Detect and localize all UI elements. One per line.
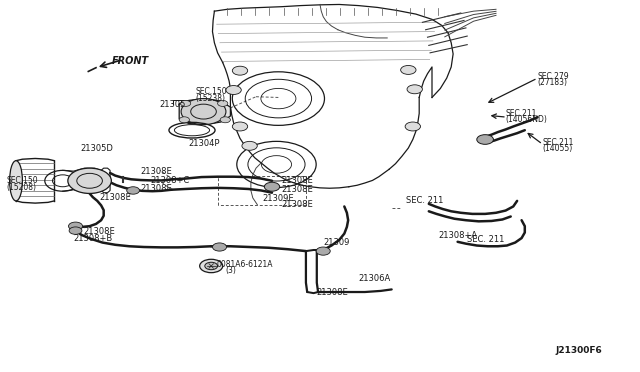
- Text: (3): (3): [225, 266, 236, 275]
- Circle shape: [477, 135, 493, 144]
- Circle shape: [127, 187, 140, 194]
- Text: 21308E: 21308E: [83, 227, 115, 236]
- Text: 21309: 21309: [323, 238, 349, 247]
- Circle shape: [218, 100, 228, 106]
- Text: 21308E: 21308E: [282, 176, 314, 185]
- Circle shape: [205, 262, 218, 270]
- Text: SEC.150: SEC.150: [6, 176, 38, 185]
- Polygon shape: [179, 99, 230, 125]
- Text: (14056ND): (14056ND): [506, 115, 547, 124]
- Text: 0081A6-6121A: 0081A6-6121A: [216, 260, 273, 269]
- Text: 21308E: 21308E: [99, 193, 131, 202]
- Text: 21305D: 21305D: [80, 144, 113, 153]
- Circle shape: [316, 247, 330, 255]
- Circle shape: [232, 66, 248, 75]
- Text: SEC.279: SEC.279: [538, 72, 569, 81]
- Circle shape: [180, 100, 191, 106]
- Circle shape: [242, 141, 257, 150]
- Text: 21308E: 21308E: [282, 185, 314, 194]
- Text: 21308E: 21308E: [317, 288, 349, 296]
- Circle shape: [179, 117, 189, 123]
- Text: SEC.150: SEC.150: [195, 87, 227, 96]
- Circle shape: [212, 243, 227, 251]
- Circle shape: [407, 85, 422, 94]
- Text: 21309E: 21309E: [262, 194, 294, 203]
- Text: (27183): (27183): [538, 78, 568, 87]
- Text: 21308E: 21308E: [141, 184, 173, 193]
- Circle shape: [264, 182, 280, 191]
- Circle shape: [226, 86, 241, 94]
- Circle shape: [200, 259, 223, 273]
- Circle shape: [68, 168, 111, 193]
- Text: 21304P: 21304P: [189, 139, 220, 148]
- Circle shape: [220, 117, 230, 123]
- Text: 21308E: 21308E: [141, 167, 173, 176]
- Text: SEC.211: SEC.211: [506, 109, 537, 118]
- Text: SEC. 211: SEC. 211: [406, 196, 444, 205]
- Text: 21305: 21305: [159, 100, 186, 109]
- Text: (15208): (15208): [6, 183, 36, 192]
- Text: FRONT: FRONT: [112, 57, 149, 66]
- Text: (15238): (15238): [195, 94, 225, 103]
- Circle shape: [181, 99, 226, 125]
- Text: J21300F6: J21300F6: [556, 346, 602, 355]
- Text: (14055): (14055): [543, 144, 573, 153]
- Text: SEC. 211: SEC. 211: [467, 235, 504, 244]
- Circle shape: [401, 65, 416, 74]
- Text: SEC.211: SEC.211: [543, 138, 574, 147]
- Circle shape: [69, 227, 82, 234]
- Ellipse shape: [10, 161, 22, 201]
- Text: 21308+B: 21308+B: [74, 234, 113, 243]
- Text: 21306A: 21306A: [358, 274, 390, 283]
- Circle shape: [232, 122, 248, 131]
- Text: 21308+C: 21308+C: [150, 176, 189, 185]
- Text: 21308+A: 21308+A: [438, 231, 477, 240]
- Circle shape: [405, 122, 420, 131]
- Circle shape: [68, 222, 83, 230]
- Text: 21308E: 21308E: [282, 200, 314, 209]
